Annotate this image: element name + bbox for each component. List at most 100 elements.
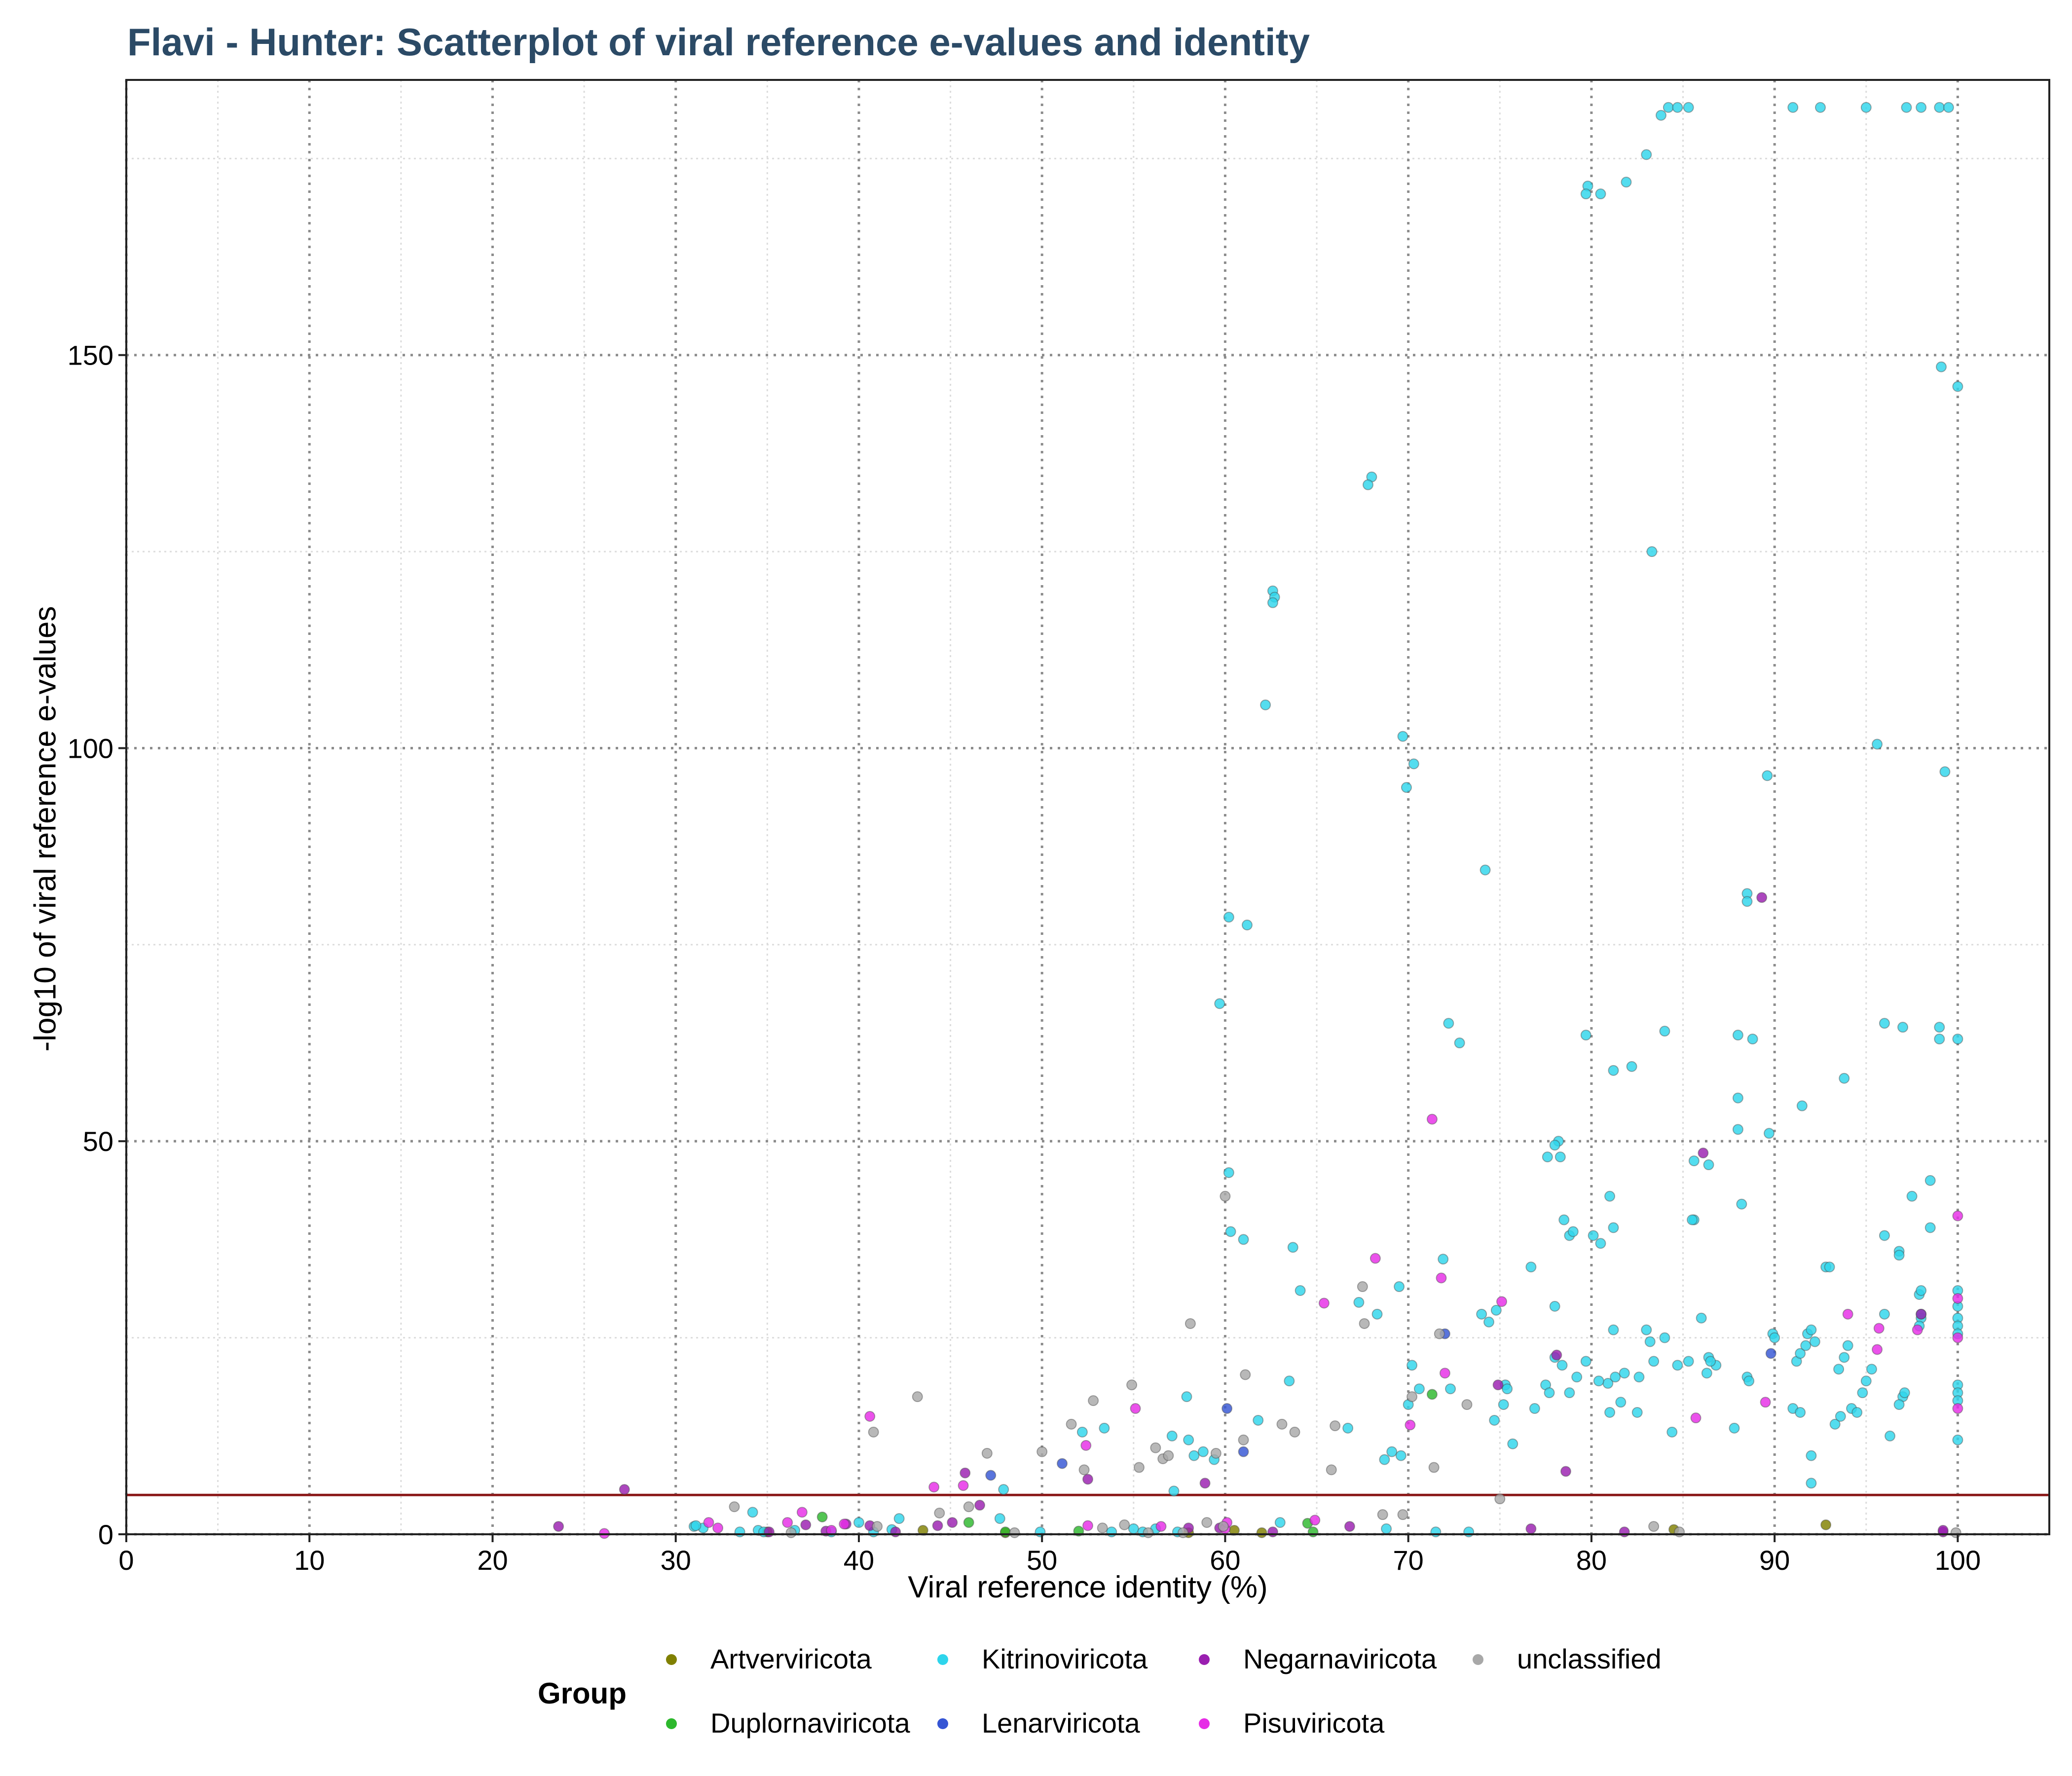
data-point xyxy=(1463,1526,1475,1538)
data-point xyxy=(1253,1414,1264,1426)
data-point xyxy=(1082,1474,1093,1485)
data-point xyxy=(1696,1312,1707,1324)
data-point xyxy=(1395,1450,1406,1461)
data-point xyxy=(963,1501,974,1513)
data-point xyxy=(1829,1418,1841,1430)
data-point xyxy=(1934,1034,1945,1045)
data-point xyxy=(1885,1430,1896,1442)
data-point xyxy=(1544,1387,1555,1399)
data-point xyxy=(1672,102,1683,113)
data-point xyxy=(853,1517,864,1528)
data-point xyxy=(1326,1464,1337,1476)
data-point xyxy=(1405,1419,1416,1431)
data-point xyxy=(1593,1375,1604,1387)
data-point xyxy=(1225,1226,1236,1237)
data-point xyxy=(1439,1368,1450,1379)
data-point xyxy=(1648,1356,1660,1367)
data-point xyxy=(1284,1375,1295,1387)
data-point xyxy=(1353,1296,1365,1308)
data-point xyxy=(1659,1332,1670,1343)
legend-swatch xyxy=(937,1718,948,1729)
data-point xyxy=(1756,892,1768,903)
data-point xyxy=(1009,1527,1020,1538)
data-point xyxy=(1201,1517,1213,1528)
data-point xyxy=(1080,1440,1092,1451)
data-point xyxy=(1916,1285,1927,1296)
data-point xyxy=(1057,1458,1068,1469)
data-point xyxy=(1507,1438,1518,1449)
data-point xyxy=(1580,1030,1591,1041)
data-point xyxy=(1210,1447,1221,1459)
data-point xyxy=(1406,1391,1418,1403)
data-point xyxy=(1126,1379,1138,1391)
data-point xyxy=(890,1526,901,1538)
data-point xyxy=(1397,731,1408,742)
x-tick-label: 0 xyxy=(118,1545,134,1576)
data-point xyxy=(1897,1022,1909,1033)
data-point xyxy=(1386,1446,1398,1457)
data-point xyxy=(1492,1379,1504,1391)
data-point xyxy=(1659,1026,1670,1037)
data-point xyxy=(1106,1526,1117,1538)
data-point xyxy=(1924,1175,1936,1186)
legend-label: Pisuviricota xyxy=(1243,1707,1385,1739)
data-point xyxy=(998,1484,1009,1495)
data-point xyxy=(764,1526,775,1538)
data-point xyxy=(1066,1418,1077,1430)
data-point xyxy=(1307,1526,1319,1538)
data-point xyxy=(734,1526,745,1538)
data-point xyxy=(1762,770,1773,781)
data-point xyxy=(1128,1523,1139,1534)
data-point xyxy=(1218,1521,1229,1532)
data-point xyxy=(1860,1375,1872,1387)
data-point xyxy=(1615,1397,1627,1408)
data-point xyxy=(1558,1214,1570,1225)
data-point xyxy=(912,1391,923,1403)
data-point xyxy=(1916,1308,1927,1320)
legend: Group Artverviricota Duplornaviricota Kitr… xyxy=(538,1638,1722,1751)
data-point xyxy=(1795,1407,1806,1418)
data-point xyxy=(816,1511,828,1522)
legend-label: Duplornaviricota xyxy=(710,1707,910,1739)
data-point xyxy=(999,1526,1011,1538)
data-point xyxy=(1732,1092,1743,1104)
data-point xyxy=(1276,1418,1288,1430)
data-point xyxy=(1183,1434,1194,1445)
data-point xyxy=(1220,1190,1231,1202)
data-point xyxy=(1155,1521,1167,1532)
data-point xyxy=(1567,1226,1579,1237)
data-point xyxy=(1952,1034,1963,1045)
data-point xyxy=(1934,1022,1945,1033)
data-point xyxy=(1483,1316,1495,1328)
data-point xyxy=(928,1481,940,1493)
data-point xyxy=(1256,1527,1267,1538)
data-point xyxy=(1860,102,1872,113)
data-point xyxy=(1952,1293,1963,1304)
data-point xyxy=(1549,1140,1560,1151)
data-point xyxy=(1672,1360,1683,1371)
data-point xyxy=(729,1501,740,1513)
legend-title: Group xyxy=(538,1677,627,1710)
data-point xyxy=(1610,1371,1621,1383)
data-point xyxy=(1260,699,1271,710)
data-point xyxy=(1564,1387,1575,1399)
data-point xyxy=(1729,1422,1740,1434)
data-point xyxy=(1619,1368,1630,1379)
data-point xyxy=(1952,381,1963,392)
data-point xyxy=(1916,102,1927,113)
legend-swatch xyxy=(1199,1654,1210,1665)
data-point xyxy=(619,1484,630,1495)
data-point xyxy=(800,1519,812,1530)
data-point xyxy=(796,1507,808,1518)
data-point xyxy=(994,1513,1005,1524)
data-point xyxy=(1952,1434,1963,1445)
x-tick-label: 90 xyxy=(1759,1545,1790,1576)
x-tick-label: 40 xyxy=(844,1545,874,1576)
data-point xyxy=(1842,1308,1853,1320)
data-point xyxy=(1608,1065,1619,1076)
data-point xyxy=(782,1517,793,1528)
data-point xyxy=(1939,766,1951,777)
data-point xyxy=(1401,782,1412,793)
data-point xyxy=(1952,1210,1963,1221)
